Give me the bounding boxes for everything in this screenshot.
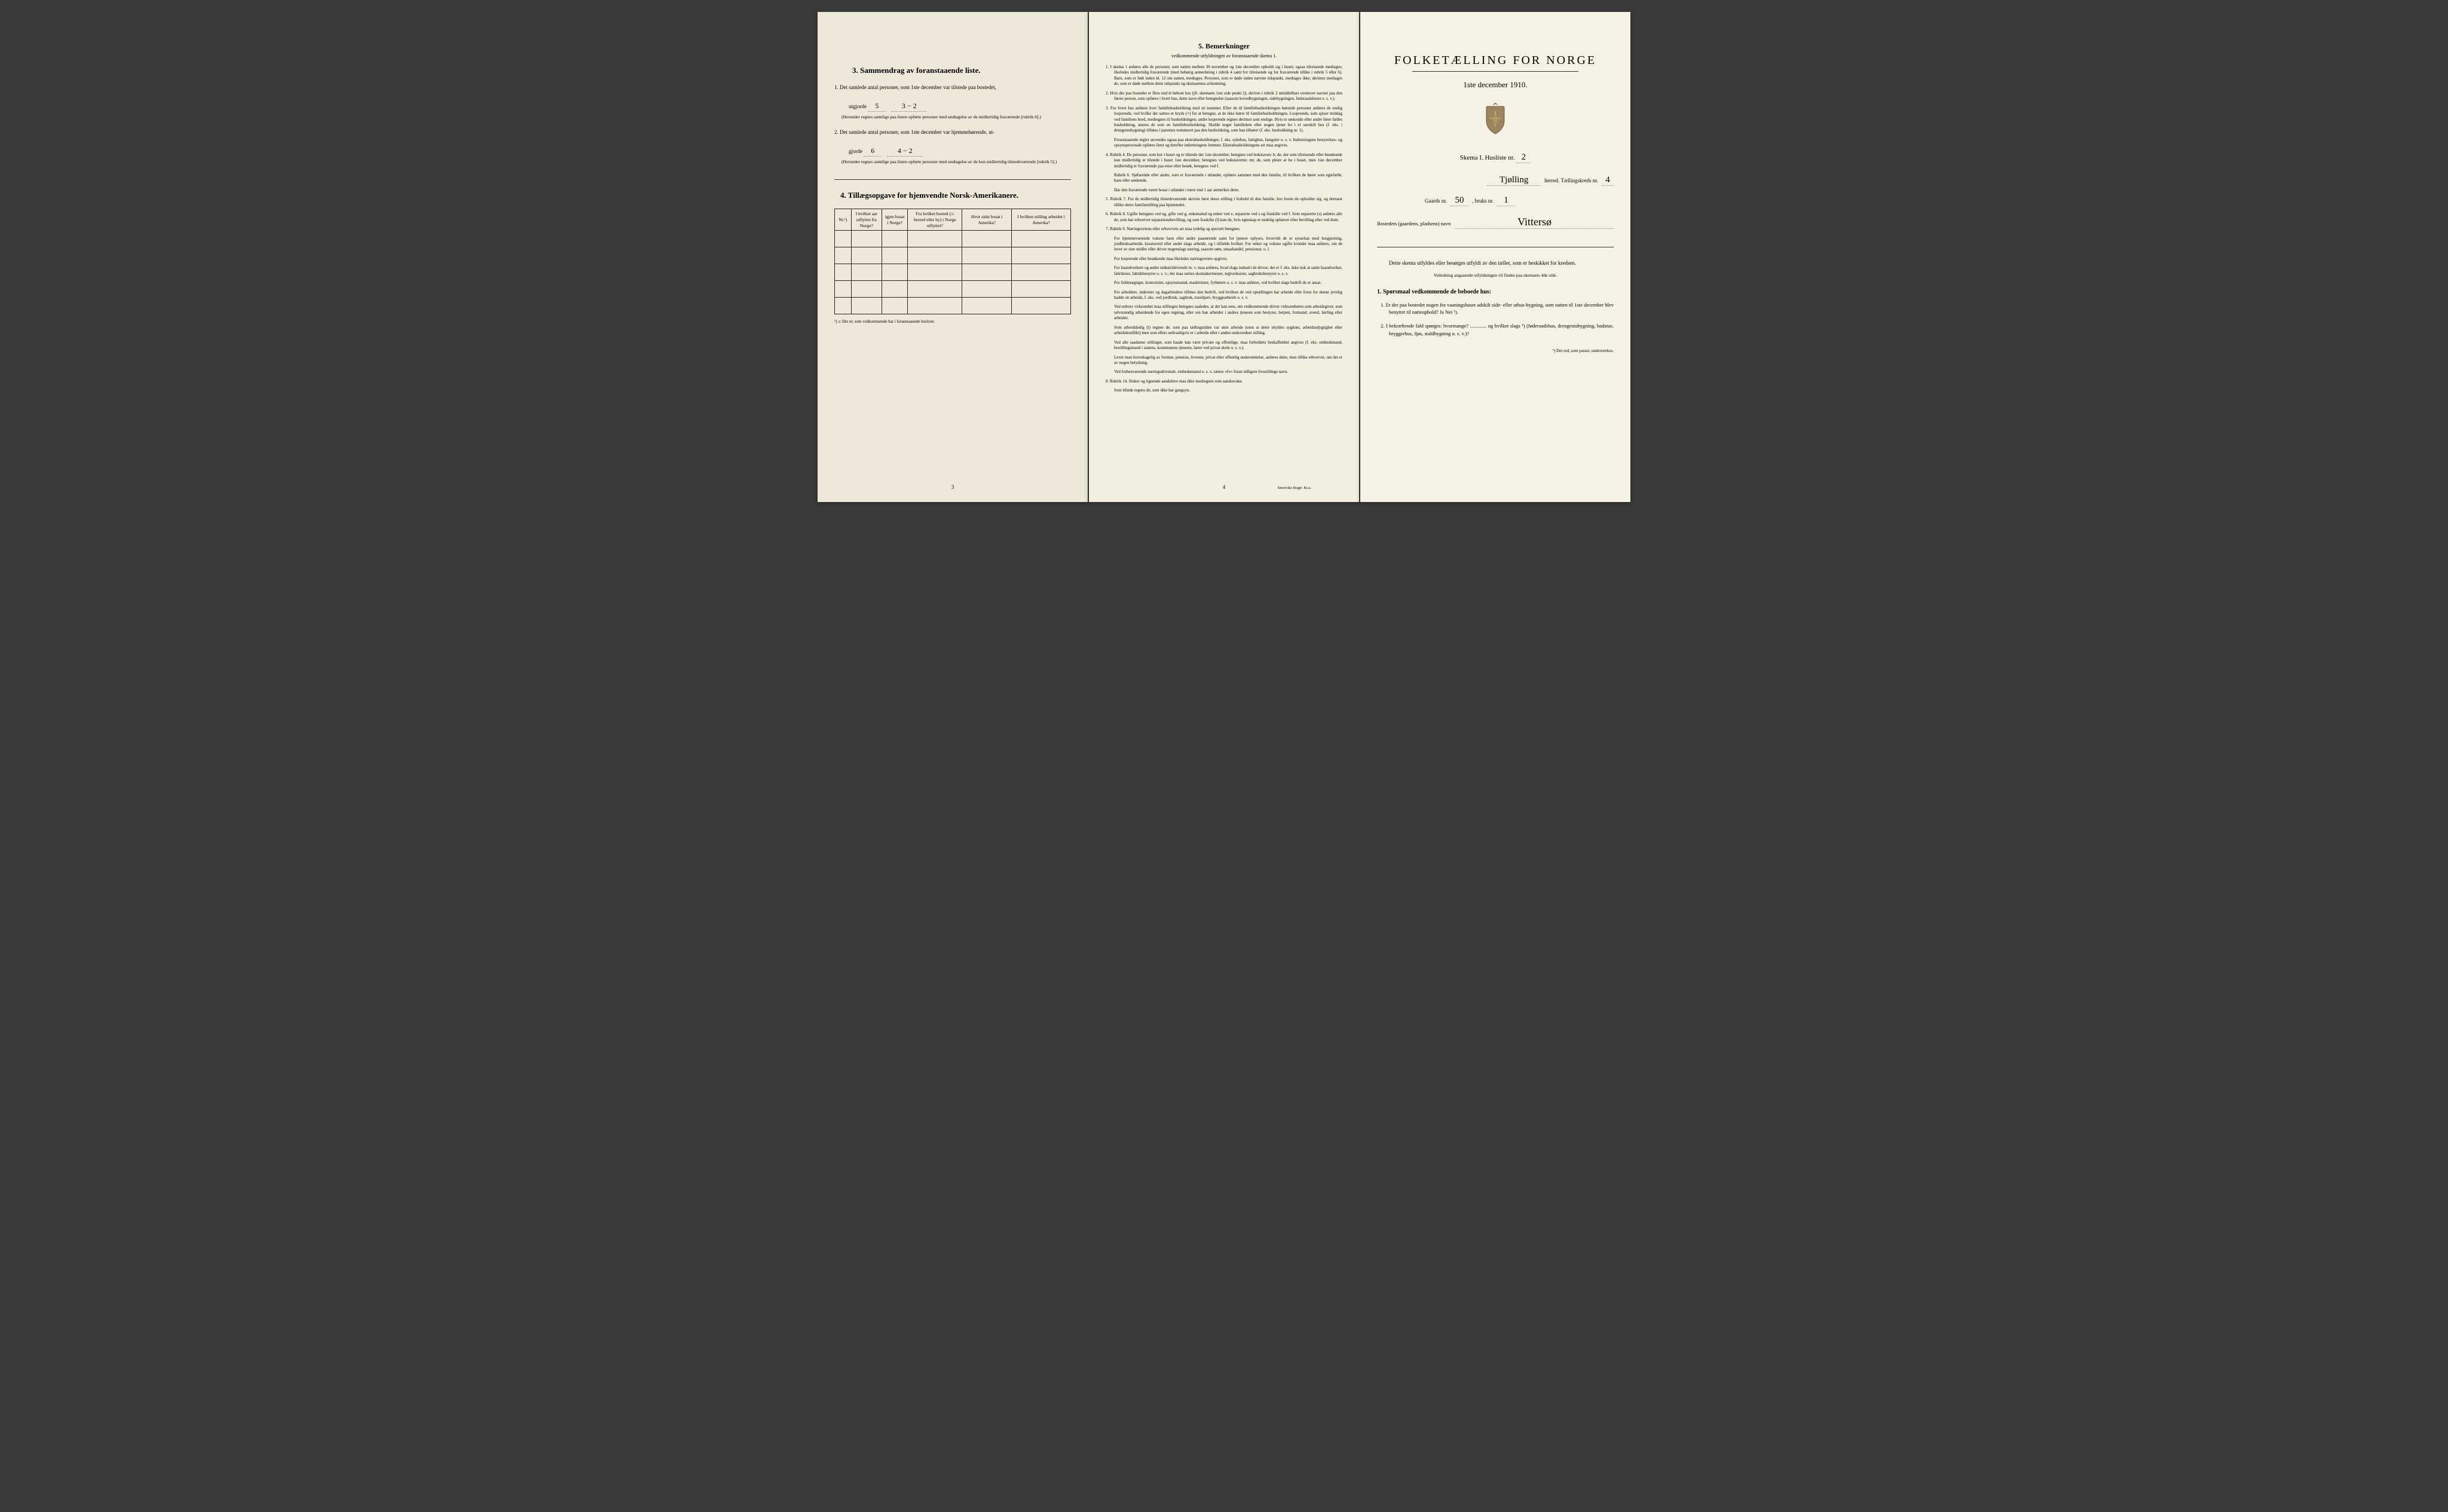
bruks-nr: 1 [1497, 195, 1515, 206]
col-nr: Nr.¹) [835, 209, 852, 231]
item-1-value-1: 5 [868, 100, 886, 112]
remarks-list: 1. I skema 1 anføres alle de personer, s… [1106, 65, 1342, 394]
herred-label: herred. Tællingskreds nr. [1544, 177, 1598, 183]
section-5-subheading: vedkommende utfyldningen av foranstaaend… [1106, 53, 1342, 59]
remark-7e: For fuldmægtiger, kontorister, opsynsmæn… [1106, 280, 1342, 286]
col-year-back: igjen bosat i Norge? [882, 209, 907, 231]
remark-7j: Lever man hovedsagelig av formue, pensio… [1106, 355, 1342, 366]
husliste-nr: 2 [1516, 152, 1531, 163]
remark-7d: For haandverkere og andre industridriven… [1106, 265, 1342, 277]
coat-of-arms-icon [1377, 102, 1614, 138]
gaard-line: Gaards nr. 50 , bruks nr. 1 [1377, 195, 1614, 206]
instruction-main: Dette skema utfyldes eller besørges utfy… [1377, 259, 1614, 268]
remark-7b: For hjemmeværende voksne barn eller andr… [1106, 236, 1342, 253]
bosted-label: Bostedets (gaardens, pladsens) navn [1377, 221, 1451, 227]
item-2-fill: gjorde 6 4 − 2 [834, 145, 1071, 157]
page-4: 5. Bemerkninger vedkommende utfyldningen… [1089, 12, 1359, 502]
remark-7f: For arbeidere, inderster og dagarbeidere… [1106, 290, 1342, 301]
item-1-fill: utgjorde 5 3 − 2 [834, 100, 1071, 112]
item-2-note: (Herunder regnes samtlige paa listen opf… [834, 159, 1071, 166]
col-from: Fra hvilket bosted (ɔ: herred eller by) … [908, 209, 962, 231]
table-row [835, 247, 1071, 264]
question-1: 1. Er der paa bostedet nogen fra vaaning… [1377, 301, 1614, 317]
emigrant-table: Nr.¹) I hvilket aar utflyttet fra Norge?… [834, 209, 1071, 314]
remark-4c: Har den fraværende været bosat i utlande… [1106, 188, 1342, 193]
item-1-note: (Herunder regnes samtlige paa listen opf… [834, 114, 1071, 121]
item-1-value-2: 3 − 2 [891, 100, 927, 112]
col-where: Hvor sidst bosat i Amerika? [962, 209, 1012, 231]
table-header-row: Nr.¹) I hvilket aar utflyttet fra Norge?… [835, 209, 1071, 231]
item-1-label: utgjorde [849, 103, 867, 109]
remark-7: 7. Rubrik 9. Næringsveiens eller erhverv… [1106, 227, 1342, 232]
remark-7k: Ved forhenværende næringsdrivende, embed… [1106, 369, 1342, 375]
table-row [835, 298, 1071, 314]
item-2-value-1: 6 [864, 145, 882, 157]
item-2-value-2: 4 − 2 [887, 145, 923, 157]
question-heading: 1. Spørsmaal vedkommende de beboede hus: [1377, 289, 1614, 295]
table-row [835, 281, 1071, 298]
remark-5: 5. Rubrik 7. For de midlertidig tilstede… [1106, 197, 1342, 208]
remark-7c: For losjerende eller besøkende maa likel… [1106, 256, 1342, 262]
gaards-nr: 50 [1451, 195, 1468, 206]
footnote: ¹) Det ord, som passer, understrekes. [1377, 348, 1614, 353]
main-title: FOLKETÆLLING FOR NORGE [1377, 54, 1614, 68]
kreds-nr: 4 [1602, 175, 1614, 186]
instruction-small: Veiledning angaaende utfyldningen vil fi… [1377, 273, 1614, 278]
gaards-label: Gaards nr. [1425, 198, 1447, 204]
item-2-label: gjorde [849, 148, 862, 154]
table-row [835, 231, 1071, 247]
remark-1: 1. I skema 1 anføres alle de personer, s… [1106, 65, 1342, 87]
item-2-text: 2. Det samlede antal personer, som 1ste … [834, 128, 1071, 137]
census-document: 3. Sammendrag av foranstaaende liste. 1.… [818, 12, 1630, 502]
question-2: 2. I bekræftende fald spørges: hvormange… [1377, 322, 1614, 338]
page-number: 4 [1223, 484, 1226, 490]
remark-8b: Som blinde regnes de, som ikke har gangs… [1106, 388, 1342, 393]
section-5-heading: 5. Bemerkninger [1106, 42, 1342, 51]
table-footnote: ¹) ɔ: Det nr. som vedkommende har i fora… [834, 319, 1071, 324]
remark-7i: Ved alle saadanne stillinger, som baade … [1106, 340, 1342, 351]
page-3: 3. Sammendrag av foranstaaende liste. 1.… [818, 12, 1088, 502]
bosted-name: Vittersø [1455, 216, 1614, 229]
bruks-label: , bruks nr. [1472, 198, 1494, 204]
section-3-heading: 3. Sammendrag av foranstaaende liste. [834, 66, 1071, 75]
remark-8: 8. Rubrik 14. Sinker og lignende aandslø… [1106, 379, 1342, 384]
remark-3b: Foranstaaende regler anvendes ogsaa paa … [1106, 137, 1342, 149]
printer-mark: Steen'ske Bogtr. Kr.a. [1278, 486, 1311, 490]
title-page: FOLKETÆLLING FOR NORGE 1ste december 191… [1360, 12, 1630, 502]
bosted-line: Bostedets (gaardens, pladsens) navn Vitt… [1377, 216, 1614, 229]
title-rule [1412, 71, 1578, 72]
herred-line: Tjølling herred. Tællingskreds nr. 4 [1377, 175, 1614, 186]
page-number: 3 [951, 484, 954, 490]
table-row [835, 264, 1071, 281]
section-4-heading: 4. Tillægsopgave for hjemvendte Norsk-Am… [834, 191, 1071, 200]
remark-6: 6. Rubrik 8. Ugifte betegnes ved ug, gif… [1106, 212, 1342, 223]
skema-line: Skema I. Husliste nr. 2 [1377, 152, 1614, 163]
skema-label: Skema I. Husliste nr. [1460, 154, 1515, 161]
census-date: 1ste december 1910. [1377, 80, 1614, 90]
remark-4: 4. Rubrik 4. De personer, som bor i huse… [1106, 152, 1342, 169]
remark-2: 2. Hvis der paa bostedet er flere end ét… [1106, 91, 1342, 102]
remark-3: 3. For hvert hus anføres hver familiehus… [1106, 106, 1342, 134]
col-year-out: I hvilket aar utflyttet fra Norge? [851, 209, 882, 231]
divider [834, 179, 1071, 180]
remark-7g: Ved enhver virksomhet maa stillingen bet… [1106, 304, 1342, 321]
herred-name: Tjølling [1487, 175, 1541, 186]
col-position: I hvilken stilling arbeidet i Amerika? [1012, 209, 1071, 231]
remark-4b: Rubrik 6. Sjøfarende eller andre, som er… [1106, 173, 1342, 184]
remark-7h: Som arbeidsledig (l) regnes de, som paa … [1106, 325, 1342, 336]
item-1-text: 1. Det samlede antal personer, som 1ste … [834, 84, 1071, 92]
